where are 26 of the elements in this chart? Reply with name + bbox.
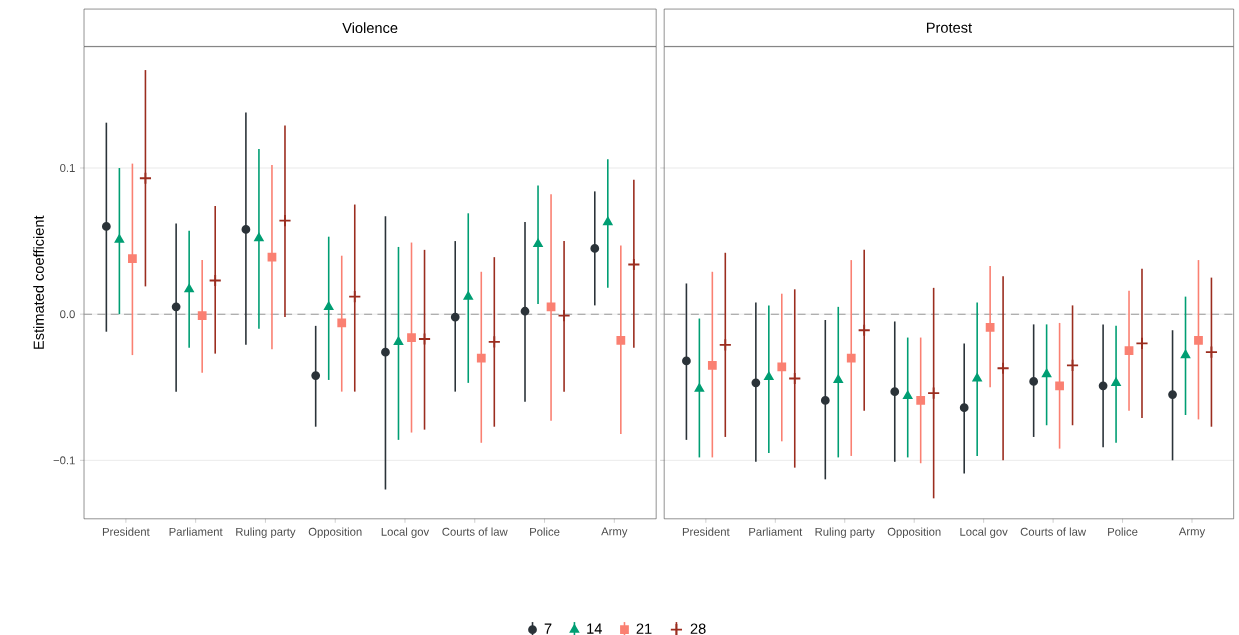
- x-tick-label: Opposition: [887, 527, 941, 539]
- x-tick-label: Local gov: [381, 527, 430, 539]
- x-tick-label: Police: [1108, 527, 1138, 536]
- y-tick-label: 0.0: [60, 310, 75, 319]
- y-tick-label: 0.1: [60, 164, 75, 173]
- y-axis-title: Estimated coefficient: [33, 215, 44, 349]
- x-tick-label: Army: [601, 527, 628, 538]
- chart-title: Protest: [926, 22, 972, 33]
- x-tick-label: Army: [1178, 527, 1206, 538]
- x-tick-label: President: [102, 527, 150, 536]
- x-tick-label: Courts of law: [442, 527, 508, 536]
- legend-label: 14: [587, 623, 602, 634]
- x-tick-label: Local gov: [960, 527, 1008, 539]
- x-tick-label: Parliament: [169, 527, 223, 536]
- x-tick-label: Ruling party: [815, 527, 875, 539]
- legend-label: 7: [544, 623, 552, 634]
- chart-title: Violence: [342, 22, 398, 34]
- legend-label: 28: [690, 623, 706, 634]
- x-tick-label: Courts of law: [1020, 527, 1087, 536]
- x-tick-label: Ruling party: [236, 527, 296, 539]
- x-tick-label: President: [682, 527, 730, 536]
- x-tick-label: Police: [530, 527, 560, 536]
- legend-label: 21: [636, 623, 652, 634]
- x-tick-label: Parliament: [749, 527, 803, 536]
- y-tick-label: −0.1: [53, 456, 75, 465]
- x-tick-label: Opposition: [308, 527, 362, 539]
